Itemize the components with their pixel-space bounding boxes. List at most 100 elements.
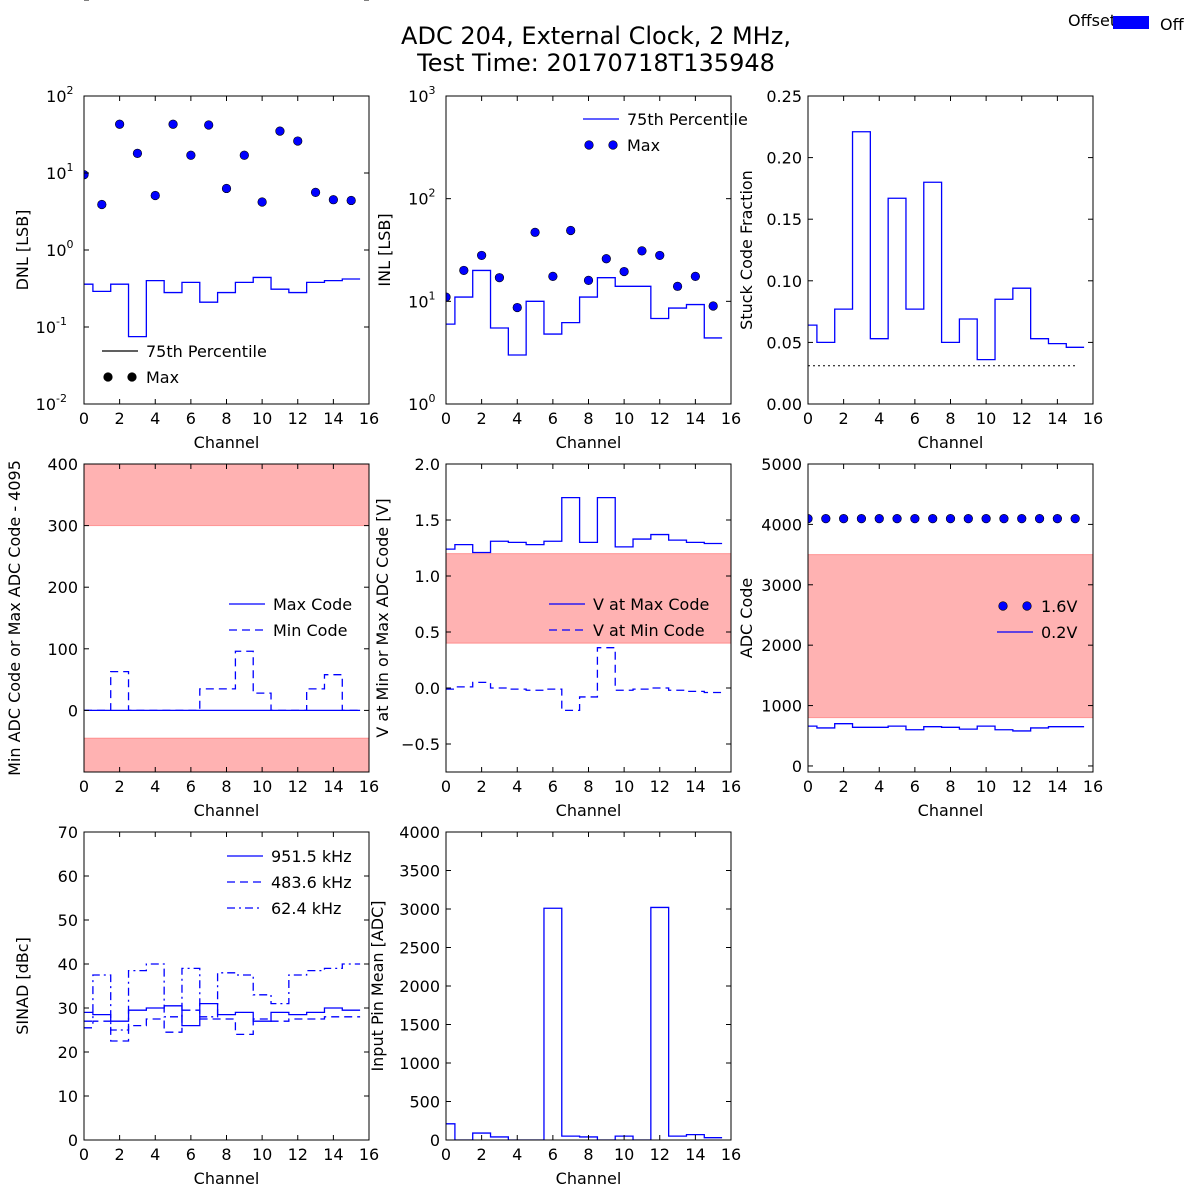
y-axis-label: SINAD [dBc] — [13, 937, 32, 1035]
x-tick-label: 10 — [614, 409, 634, 428]
x-tick-label: 16 — [721, 1145, 741, 1164]
data-point — [963, 514, 973, 524]
panel-voltage: 0 2 4 6 8 10 12 14 16 Channel −0.5 0.0 0.5 1.0 1.5 2.0 V… — [373, 455, 741, 820]
y-tick-label: 3000 — [399, 900, 440, 919]
x-tick-label: 10 — [614, 1145, 634, 1164]
y-tick-label: −0.5 — [401, 735, 440, 754]
series-line-1 — [84, 650, 361, 712]
data-point — [204, 120, 214, 130]
y-axis-label: INL [LSB] — [375, 213, 394, 286]
y-tick-label: 101 — [46, 161, 73, 183]
x-tick-label: 0 — [79, 1145, 89, 1164]
data-point — [132, 148, 143, 158]
series-line-0 — [84, 276, 361, 338]
x-tick-label: 16 — [359, 1145, 379, 1164]
data-point — [548, 271, 558, 281]
x-tick-label: 10 — [252, 409, 272, 428]
y-axis-label: V at Min or Max ADC Code [V] — [373, 498, 392, 737]
y-tick-label: 500 — [409, 1093, 440, 1112]
data-point — [97, 199, 107, 210]
panel-adccode: 0 2 4 6 8 10 12 14 16 Channel 0 1000 2000 3000 4000 500… — [737, 455, 1103, 820]
x-tick-label: 6 — [548, 1145, 558, 1164]
x-tick-label: 14 — [685, 777, 705, 796]
legend-marker — [584, 140, 594, 150]
y-axis-label: ADC Code — [737, 578, 756, 658]
x-tick-label: 14 — [685, 409, 705, 428]
series-group — [84, 650, 361, 712]
y-tick-label: 100 — [46, 238, 73, 260]
y-tick-label: 1000 — [399, 1054, 440, 1073]
x-tick-label: 16 — [721, 777, 741, 796]
legend: 1.6V 0.2V — [997, 597, 1077, 642]
legend-label: 62.4 kHz — [271, 899, 341, 918]
y-tick-label: 400 — [47, 455, 78, 474]
y-tick-label: 50 — [58, 911, 78, 930]
y-tick-label: 1500 — [399, 1016, 440, 1035]
data-point — [583, 275, 594, 285]
data-point — [874, 514, 884, 524]
y-tick-label: 1.5 — [415, 511, 440, 530]
data-point — [530, 227, 540, 237]
legend-label: Max Code — [273, 595, 352, 614]
x-tick-label: 0 — [803, 409, 813, 428]
x-tick-label: 4 — [150, 1145, 160, 1164]
x-tick-label: 2 — [477, 409, 487, 428]
x-tick-label: 8 — [583, 409, 593, 428]
y-tick-label: 200 — [47, 578, 78, 597]
y-tick-label: 0 — [792, 757, 802, 776]
x-tick-label: 6 — [186, 1145, 196, 1164]
x-tick-label: 12 — [288, 409, 308, 428]
y-tick-label: 0 — [68, 701, 78, 720]
series-line-0 — [84, 1002, 361, 1027]
data-point — [257, 197, 267, 207]
data-point — [494, 273, 505, 283]
x-tick-label: 4 — [512, 777, 522, 796]
panel-minmax: 0246810121416Channel−1000100200300400Min… — [5, 0, 379, 820]
data-point — [856, 514, 867, 524]
legend: 951.5 kHz 483.6 kHz 62.4 kHz — [227, 847, 352, 918]
x-tick-label: 0 — [441, 409, 451, 428]
x-tick-label: 12 — [288, 777, 308, 796]
x-tick-label: 6 — [186, 777, 196, 796]
x-tick-label: 14 — [323, 1145, 343, 1164]
x-tick-label: 14 — [323, 777, 343, 796]
series-group — [446, 225, 723, 356]
data-point — [1052, 514, 1062, 524]
series-line-1 — [84, 1009, 361, 1042]
legend-marker — [998, 601, 1008, 611]
data-point — [328, 195, 338, 205]
x-tick-label: 8 — [221, 777, 231, 796]
series-group — [808, 514, 1085, 732]
data-point — [566, 225, 576, 236]
x-tick-label: 10 — [252, 1145, 272, 1164]
x-tick-label: 2 — [839, 777, 849, 796]
y-tick-label: 102 — [408, 187, 435, 209]
figure-legend-label: Off — [1160, 15, 1185, 34]
y-tick-label: 102 — [46, 84, 73, 106]
x-tick-label: 16 — [359, 777, 379, 796]
legend-label: V at Max Code — [593, 595, 709, 614]
series-group — [446, 906, 723, 1140]
x-tick-label: 0 — [441, 1145, 451, 1164]
legend-label: Max — [627, 136, 660, 155]
x-tick-label: 2 — [115, 409, 125, 428]
subplots: 0 2 4 6 8 10 12 14 16Channel10-210-1100101102DNL… — [5, 0, 1103, 1188]
x-tick-label: 12 — [650, 409, 670, 428]
legend: Max Code Min Code — [229, 595, 352, 640]
x-tick-label: 12 — [650, 1145, 670, 1164]
legend-marker — [1022, 601, 1032, 611]
legend-label: V at Min Code — [593, 621, 705, 640]
y-tick-label: 3500 — [399, 862, 440, 881]
y-tick-label: 1000 — [761, 697, 802, 716]
y-tick-label: 100 — [47, 640, 78, 659]
x-tick-label: 16 — [721, 409, 741, 428]
data-point — [1070, 514, 1080, 524]
x-tick-label: 6 — [548, 777, 558, 796]
data-point — [275, 126, 285, 136]
y-tick-label: 5000 — [761, 455, 802, 474]
x-axis-label: Channel — [556, 1169, 622, 1188]
data-point — [690, 271, 700, 281]
y-axis-label: DNL [LSB] — [13, 210, 32, 291]
data-point — [945, 514, 956, 524]
